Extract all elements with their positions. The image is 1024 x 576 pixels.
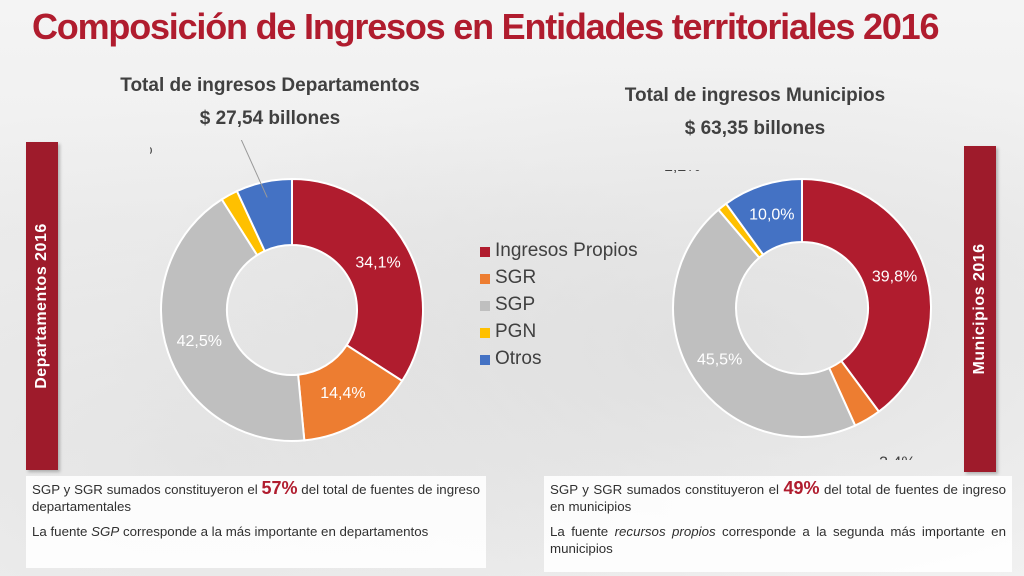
legend-label: PGN <box>495 321 537 342</box>
legend-swatch <box>480 301 490 311</box>
legend-label: SGR <box>495 267 537 288</box>
legend-label: Otros <box>495 348 542 369</box>
departamentos-slice-ingresos-propios <box>291 177 424 383</box>
municipios-data-label-sgp: 45,5% <box>697 351 742 368</box>
municipios-pct: 49% <box>783 478 820 498</box>
legend-label: Ingresos Propios <box>495 240 638 261</box>
municipios-data-label-ingresos-propios: 39,8% <box>872 269 917 286</box>
departamentos-data-label-sgp: 42,5% <box>177 333 222 350</box>
legend-swatch <box>480 355 490 365</box>
municipios-slice-sgp <box>672 208 857 438</box>
legend-swatch <box>480 247 490 257</box>
municipios-slice-otros <box>724 177 803 257</box>
legend-swatch <box>480 328 490 338</box>
municipios-data-label-otros: 10,0% <box>749 207 794 224</box>
departamentos-data-label-ingresos-propios: 34,1% <box>355 254 400 271</box>
page-title: Composición de Ingresos en Entidades ter… <box>32 6 940 47</box>
municipios-note-line-2: La fuente recursos propios corresponde a… <box>550 524 1006 556</box>
departamentos-side-label: Departamentos 2016 <box>33 223 50 389</box>
municipios-side-label: Municipios 2016 <box>971 243 988 375</box>
municipios-donut-chart: 39,8% 3,4% 45,5% 1,2% 10,0% <box>664 170 932 460</box>
legend-swatch <box>480 274 490 284</box>
departamentos-note: SGP y SGR sumados constituyeron el 57% d… <box>26 476 486 568</box>
municipios-slice-ingresos-propios <box>801 177 932 413</box>
municipios-total: $ 63,35 billones <box>684 118 826 139</box>
departamentos-side-bar: Departamentos 2016 <box>26 142 58 470</box>
municipios-header: Total de ingresos Municipios <box>624 85 886 106</box>
municipios-side-bar: Municipios 2016 <box>964 146 996 472</box>
departamentos-data-label-pgn: 2,1% <box>150 141 152 158</box>
municipios-note-line-1: SGP y SGR sumados constituyeron el 49% d… <box>550 478 1006 514</box>
municipios-data-label-sgr: 3,4% <box>879 454 915 460</box>
municipios-data-label-pgn: 1,2% <box>664 170 700 175</box>
departamentos-total: $ 27,54 billones <box>199 108 341 129</box>
departamentos-slice-otros <box>235 177 293 253</box>
departamentos-data-label-sgr: 14,4% <box>320 385 365 402</box>
departamentos-note-line-2: La fuente SGP corresponde a la más impor… <box>32 524 429 539</box>
departamentos-header: Total de ingresos Departamentos <box>120 75 420 96</box>
departamentos-leader-line <box>240 140 268 198</box>
departamentos-note-line-1: SGP y SGR sumados constituyeron el 57% d… <box>32 478 480 514</box>
municipios-note: SGP y SGR sumados constituyeron el 49% d… <box>544 476 1012 572</box>
legend-label: SGP <box>495 294 536 315</box>
departamentos-donut-chart: 34,1%14,4%42,5%2,1%6,9% <box>150 140 424 442</box>
departamentos-slice-sgp <box>160 198 306 442</box>
departamentos-pct: 57% <box>261 478 298 498</box>
